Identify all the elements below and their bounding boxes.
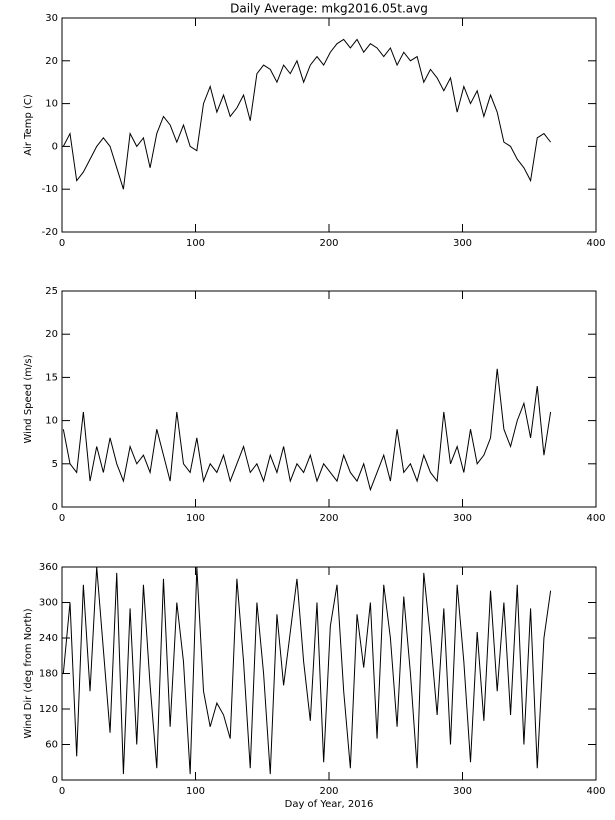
data-line — [62, 566, 552, 775]
y-tick-label: 10 — [45, 99, 58, 110]
y-tick-label: 120 — [39, 704, 58, 715]
y-tick-label: 180 — [39, 669, 58, 680]
y-tick-label: 25 — [45, 286, 58, 297]
y-tick-label: 0 — [52, 502, 58, 513]
y-tick-label: 20 — [45, 329, 58, 340]
x-tick-label: 300 — [453, 513, 472, 524]
y-tick-label: -10 — [42, 184, 58, 195]
y-axis-label: Wind Dir (deg from North) — [23, 608, 34, 738]
plot-frame — [61, 566, 597, 781]
x-tick-label: 200 — [319, 786, 338, 797]
y-axis-label: Wind Speed (m/s) — [23, 354, 34, 443]
x-tick-label: 200 — [319, 238, 338, 249]
data-line — [62, 38, 552, 190]
y-axis-label: Air Temp (C) — [23, 94, 34, 156]
plot-frame — [61, 290, 597, 508]
x-tick-label: 400 — [586, 513, 605, 524]
x-tick-label: 200 — [319, 513, 338, 524]
x-tick-label: 100 — [186, 786, 205, 797]
y-tick-label: 15 — [45, 372, 58, 383]
y-tick-label: 300 — [39, 598, 58, 609]
plot-frame — [61, 17, 597, 233]
x-tick-label: 300 — [453, 786, 472, 797]
x-tick-label: 0 — [59, 786, 65, 797]
data-line — [62, 368, 552, 492]
y-tick-label: 360 — [39, 562, 58, 573]
x-tick-label: 400 — [586, 238, 605, 249]
chart-title: Daily Average: mkg2016.05t.avg — [230, 2, 428, 16]
x-tick-label: 400 — [586, 786, 605, 797]
y-tick-label: 240 — [39, 633, 58, 644]
y-tick-label: 5 — [52, 459, 58, 470]
x-tick-label: 100 — [186, 238, 205, 249]
x-tick-label: 0 — [59, 238, 65, 249]
y-tick-label: 60 — [45, 740, 58, 751]
x-axis-label: Day of Year, 2016 — [285, 799, 374, 810]
y-tick-label: 30 — [45, 13, 58, 24]
y-tick-label: 10 — [45, 416, 58, 427]
x-tick-label: 300 — [453, 238, 472, 249]
y-tick-label: 0 — [52, 775, 58, 786]
x-tick-label: 100 — [186, 513, 205, 524]
y-tick-label: 20 — [45, 56, 58, 67]
y-tick-label: -20 — [42, 227, 58, 238]
y-tick-label: 0 — [52, 141, 58, 152]
x-tick-label: 0 — [59, 513, 65, 524]
